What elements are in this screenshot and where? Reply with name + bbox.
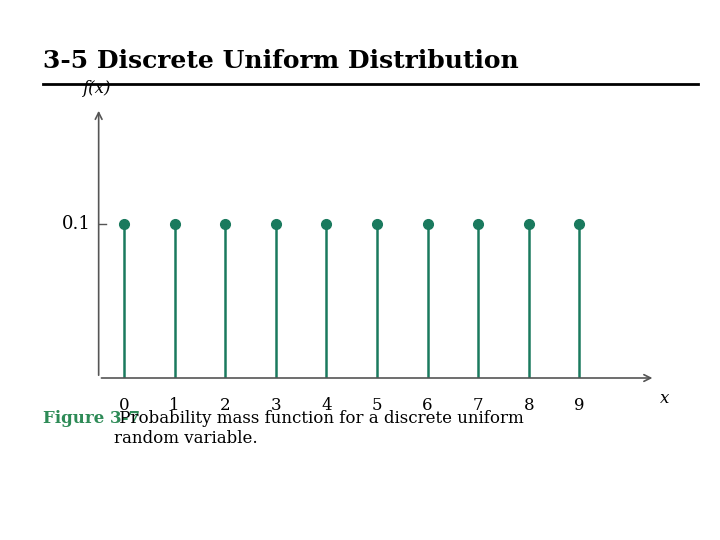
- Text: 2: 2: [220, 396, 230, 414]
- Text: 3: 3: [271, 396, 281, 414]
- Text: Probability mass function for a discrete uniform
random variable.: Probability mass function for a discrete…: [114, 410, 523, 447]
- Text: 7: 7: [473, 396, 483, 414]
- Text: 1: 1: [169, 396, 180, 414]
- Text: 3-5 Discrete Uniform Distribution: 3-5 Discrete Uniform Distribution: [43, 49, 519, 72]
- Text: Figure 3-7: Figure 3-7: [43, 410, 140, 427]
- Text: 6: 6: [422, 396, 433, 414]
- Text: x: x: [660, 390, 670, 407]
- Text: 8: 8: [523, 396, 534, 414]
- Text: 9: 9: [574, 396, 585, 414]
- Text: 5: 5: [372, 396, 382, 414]
- Text: 0.1: 0.1: [62, 215, 91, 233]
- Text: 4: 4: [321, 396, 332, 414]
- Text: 0: 0: [119, 396, 130, 414]
- Text: f(x): f(x): [82, 80, 111, 97]
